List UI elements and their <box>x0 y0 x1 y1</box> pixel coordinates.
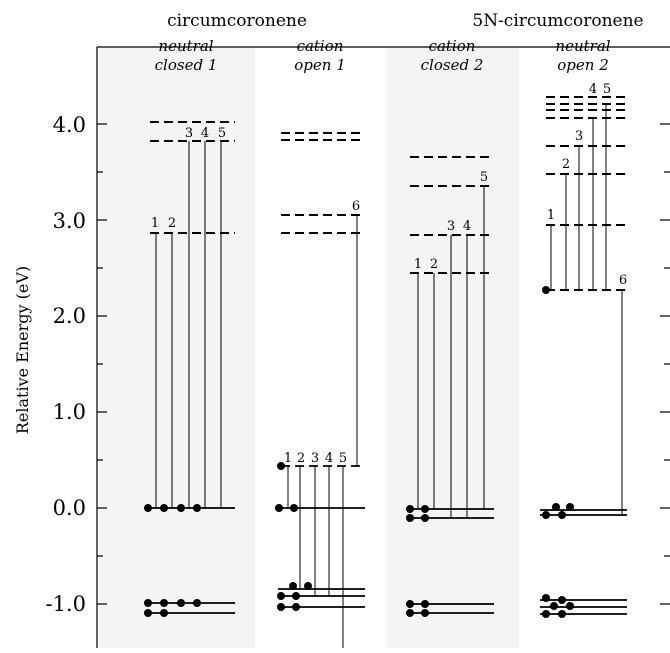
electron-dot <box>550 602 558 610</box>
panel-cation-closed-2: 1 2 3 4 5 <box>406 156 494 617</box>
electron-dot <box>277 462 285 470</box>
electron-dot <box>421 600 429 608</box>
transition-label: 1 <box>284 451 292 466</box>
electron-dot <box>160 504 168 512</box>
electron-dot <box>566 602 574 610</box>
transition-label: 6 <box>352 199 360 214</box>
electron-dot <box>292 603 300 611</box>
transition-label: 6 <box>619 273 627 288</box>
electron-dot <box>558 511 566 519</box>
panel-4-line1: neutral <box>555 37 610 55</box>
electron-dot <box>177 504 185 512</box>
transition-label: 5 <box>603 82 611 97</box>
electron-dot <box>304 582 312 590</box>
electron-dot <box>542 610 550 618</box>
panel-bg-cation-closed-2 <box>386 47 519 648</box>
transition-label: 2 <box>430 257 438 272</box>
tick-label-2: 2.0 <box>53 304 86 328</box>
transition-label: 1 <box>151 216 159 231</box>
electron-dot <box>193 504 201 512</box>
transition-label: 3 <box>311 451 319 466</box>
electron-dot <box>542 594 550 602</box>
electron-dot <box>542 511 550 519</box>
panel-2-line2: open 1 <box>294 56 345 74</box>
transition-label: 4 <box>589 82 597 97</box>
electron-dot <box>275 504 283 512</box>
electron-dot <box>289 582 297 590</box>
electron-dot <box>421 609 429 617</box>
tick-label-m1: -1.0 <box>46 592 87 616</box>
panel-2-line1: cation <box>297 37 344 55</box>
tick-label-3: 3.0 <box>53 209 86 233</box>
electron-dot <box>421 514 429 522</box>
transition-label: 5 <box>339 451 347 466</box>
panel-cation-open-1: 1 2 3 4 5 6 <box>275 132 365 648</box>
transition-label: 3 <box>447 219 455 234</box>
transition-label: 4 <box>201 126 209 141</box>
transition-label: 2 <box>562 157 570 172</box>
electron-dot <box>160 599 168 607</box>
transition-label: 5 <box>480 170 488 185</box>
panel-3-line1: cation <box>429 37 476 55</box>
tick-label-0: 0.0 <box>53 496 86 520</box>
electron-dot <box>406 600 414 608</box>
electron-dot <box>566 503 574 511</box>
tick-label-4: 4.0 <box>53 113 86 137</box>
electron-dot <box>277 603 285 611</box>
tick-label-1: 1.0 <box>53 400 86 424</box>
electron-dot <box>193 599 201 607</box>
electron-dot <box>277 592 285 600</box>
transition-label: 3 <box>185 126 193 141</box>
transition-label: 4 <box>325 451 333 466</box>
electron-dot <box>144 504 152 512</box>
panel-neutral-closed-1: 1 2 3 4 5 <box>144 121 235 617</box>
electron-dot <box>292 592 300 600</box>
header-right: 5N-circumcoronene <box>472 11 643 31</box>
electron-dot <box>542 286 550 294</box>
electron-dot <box>406 514 414 522</box>
transition-label: 1 <box>414 257 422 272</box>
electron-dot <box>558 610 566 618</box>
transition-label: 1 <box>547 208 555 223</box>
electron-dot <box>144 599 152 607</box>
electron-dot <box>406 609 414 617</box>
panel-neutral-open-2: 1 2 3 4 5 6 <box>540 82 627 618</box>
electron-dot <box>406 505 414 513</box>
electron-dot <box>558 596 566 604</box>
panel-bg-neutral-closed-1 <box>100 47 255 648</box>
transition-label: 3 <box>575 129 583 144</box>
transition-label: 5 <box>218 126 226 141</box>
transition-label: 2 <box>297 451 305 466</box>
transition-label: 4 <box>463 219 471 234</box>
electron-dot <box>552 503 560 511</box>
y-ticks <box>97 123 670 605</box>
electron-dot <box>177 599 185 607</box>
transition-label: 2 <box>168 216 176 231</box>
electron-dot <box>144 609 152 617</box>
panel-1-line1: neutral <box>158 37 213 55</box>
panel-3-line2: closed 2 <box>421 56 484 74</box>
panel-1-line2: closed 1 <box>155 56 218 74</box>
electron-dot <box>160 609 168 617</box>
electron-dot <box>421 505 429 513</box>
panel-4-line2: open 2 <box>557 56 608 74</box>
header-left: circumcoronene <box>167 11 307 31</box>
y-axis-label: Relative Energy (eV) <box>13 266 32 434</box>
electron-dot <box>290 504 298 512</box>
